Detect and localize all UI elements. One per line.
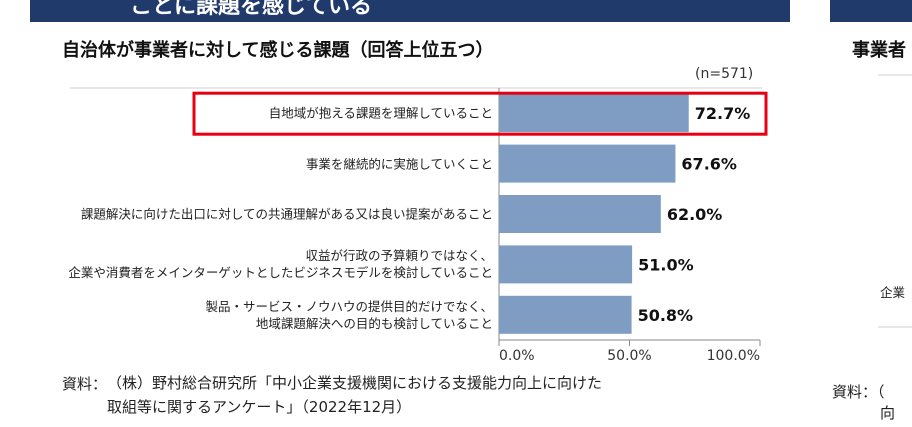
category-label: 製品・サービス・ノウハウの提供目的だけでなく、 地域課題解決への目的も検討してい…	[205, 298, 493, 331]
right-source: 資料：（	[832, 383, 885, 401]
header-bar-right	[830, 0, 912, 22]
bar	[499, 94, 689, 133]
value-label: 51.0%	[638, 255, 694, 274]
bar	[499, 295, 632, 334]
bar	[499, 144, 676, 183]
bar	[499, 195, 661, 233]
value-label: 72.7%	[695, 104, 751, 123]
chart-title: 自治体が事業者に対して感じる課題（回答上位五つ）	[62, 40, 494, 61]
header-bar	[30, 0, 790, 22]
value-label: 67.6%	[681, 155, 737, 174]
category-label: 収益が行政の予算頼りではなく、 企業や消費者をメインターゲットとしたビジネスモデ…	[68, 248, 493, 281]
source-text: （株）野村総合研究所「中小企業支援機関における支援能力向上に向けた 取組等に関す…	[107, 371, 602, 419]
source-line: 取組等に関するアンケート」（2022年12月）	[107, 398, 412, 416]
x-tick-label: 0.0%	[499, 348, 535, 364]
category-label: 事業を継続的に実施していくこと	[305, 156, 493, 172]
right-label: 企業	[880, 285, 906, 300]
source-label: 資料：	[62, 375, 108, 393]
highlight-box	[192, 91, 768, 136]
right-title: 事業者	[852, 40, 906, 61]
source-line: （株）野村総合研究所「中小企業支援機関における支援能力向上に向けた	[107, 374, 603, 392]
category-label: 課題解決に向けた出口に対しての共通理解がある又は良い提案があること	[80, 206, 493, 222]
value-label: 50.8%	[638, 306, 694, 325]
right-source: 向	[880, 404, 896, 422]
category-label: 自地域が抱える課題を理解していること	[268, 105, 493, 121]
value-label: 62.0%	[667, 205, 723, 224]
header-title: ことに課題を感じている	[130, 0, 373, 19]
source: 資料： （株）野村総合研究所「中小企業支援機関における支援能力向上に向けた 取組…	[62, 373, 602, 419]
bar	[499, 245, 633, 284]
x-tick-label: 100.0%	[707, 348, 760, 364]
x-tick-label: 50.0%	[607, 348, 651, 364]
sample-note: (n=571)	[695, 66, 754, 82]
